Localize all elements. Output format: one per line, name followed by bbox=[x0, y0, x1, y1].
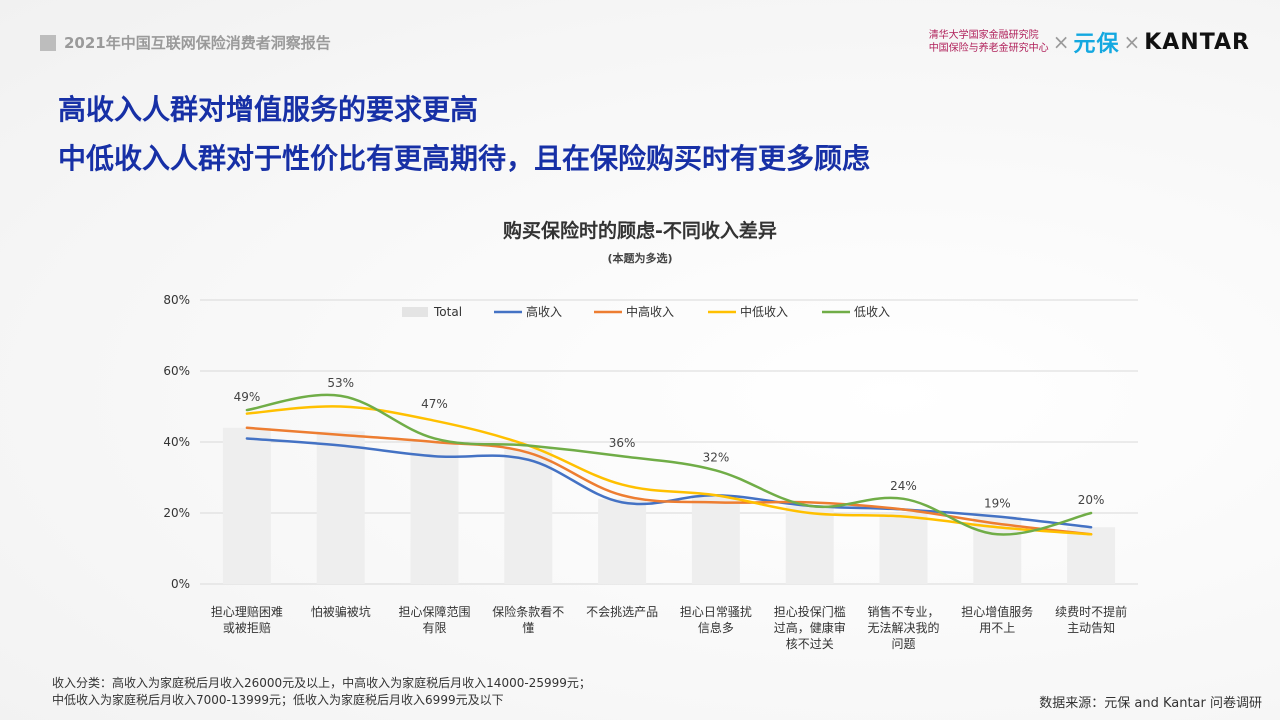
legend-swatch-total bbox=[402, 307, 428, 317]
legend-label: 高收入 bbox=[526, 304, 562, 319]
partner-logos: 清华大学国家金融研究院 中国保险与养老金研究中心 × 元保 × KANTAR bbox=[929, 26, 1250, 58]
footnote: 收入分类：高收入为家庭税后月收入26000元及以上，中高收入为家庭税后月收入14… bbox=[52, 675, 591, 709]
x-tick-label-line: 或被拒赔 bbox=[223, 620, 271, 635]
footnote-line2: 中低收入为家庭税后月收入7000-13999元；低收入为家庭税后月收入6999元… bbox=[52, 693, 504, 707]
x-tick-label-line: 担心增值服务 bbox=[961, 604, 1033, 619]
data-label: 32% bbox=[703, 450, 730, 464]
y-tick-label: 40% bbox=[163, 435, 190, 449]
x-tick-label-line: 怕被骗被坑 bbox=[311, 604, 371, 619]
data-label: 36% bbox=[609, 436, 636, 450]
x-tick-label-line: 担心日常骚扰 bbox=[680, 605, 752, 619]
total-bar bbox=[691, 495, 740, 584]
total-bar bbox=[316, 431, 365, 584]
x-tick-label-line: 主动告知 bbox=[1067, 621, 1115, 635]
total-bar bbox=[879, 513, 928, 584]
total-bar bbox=[1067, 527, 1116, 584]
x-tick-label-line: 担心保障范围 bbox=[398, 604, 470, 619]
yuanbao-logo: 元保 bbox=[1073, 32, 1120, 57]
data-label: 24% bbox=[890, 479, 917, 493]
data-source: 数据来源：元保 and Kantar 问卷调研 bbox=[1039, 696, 1262, 711]
total-bar bbox=[785, 505, 834, 584]
report-header: 2021年中国互联网保险消费者洞察报告 bbox=[40, 32, 331, 53]
legend-label: 中低收入 bbox=[740, 304, 788, 319]
x-tick-label-line: 无法解决我的 bbox=[867, 620, 939, 635]
series-line-1 bbox=[245, 426, 1093, 536]
x-tick-label-line: 有限 bbox=[422, 621, 446, 635]
y-tick-label: 60% bbox=[163, 364, 190, 378]
y-tick-label: 0% bbox=[171, 577, 190, 591]
x-tick-label: 续费时不提前主动告知 bbox=[1055, 604, 1127, 635]
footnote-line1: 收入分类：高收入为家庭税后月收入26000元及以上，中高收入为家庭税后月收入14… bbox=[52, 676, 591, 690]
institute-line2: 中国保险与养老金研究中心 bbox=[928, 43, 1049, 54]
x-tick-label-line: 续费时不提前 bbox=[1055, 604, 1127, 619]
x-tick-label-line: 信息多 bbox=[698, 620, 734, 635]
data-label: 49% bbox=[234, 390, 261, 404]
institute-logo: 清华大学国家金融研究院 中国保险与养老金研究中心 bbox=[929, 29, 1049, 55]
x-tick-label: 担心日常骚扰信息多 bbox=[680, 605, 752, 635]
x-tick-label-line: 用不上 bbox=[979, 621, 1015, 635]
data-label: 53% bbox=[327, 376, 354, 390]
x-tick-label-line: 核不过关 bbox=[786, 637, 834, 651]
kantar-logo: KANTAR bbox=[1144, 29, 1250, 55]
x-tick-label-line: 不会挑选产品 bbox=[586, 605, 658, 619]
report-title: 2021年中国互联网保险消费者洞察报告 bbox=[64, 34, 331, 52]
data-label: 19% bbox=[984, 497, 1011, 511]
chart-subtitle: (本题为多选) bbox=[607, 252, 673, 265]
x-tick-label-line: 过高，健康审 bbox=[774, 620, 846, 635]
legend-label: 中高收入 bbox=[626, 304, 674, 319]
y-tick-label: 20% bbox=[163, 506, 190, 520]
data-label: 47% bbox=[421, 397, 448, 411]
x-tick-label: 担心理赔困难或被拒赔 bbox=[211, 604, 283, 635]
x-tick-label: 担心保障范围有限 bbox=[398, 604, 470, 635]
x-tick-label-line: 销售不专业， bbox=[867, 604, 939, 619]
total-bar bbox=[598, 498, 647, 584]
x-tick-label-line: 问题 bbox=[891, 637, 915, 651]
times-separator-2: × bbox=[1123, 30, 1141, 54]
x-tick-label: 怕被骗被坑 bbox=[311, 604, 371, 619]
legend-label: 低收入 bbox=[854, 305, 890, 319]
headline-line1: 高收入人群对增值服务的要求更高 bbox=[58, 93, 479, 126]
x-tick-label-line: 保险条款看不 bbox=[492, 604, 564, 619]
total-bar bbox=[222, 427, 271, 584]
headline-line2: 中低收入人群对于性价比有更高期待，且在保险购买时有更多顾虑 bbox=[58, 142, 871, 175]
legend-label: Total bbox=[433, 305, 462, 319]
total-bar bbox=[504, 449, 553, 584]
x-tick-label-line: 担心投保门槛 bbox=[774, 604, 846, 619]
chart-title: 购买保险时的顾虑-不同收入差异 bbox=[503, 220, 777, 242]
y-tick-label: 80% bbox=[163, 293, 190, 307]
series-line-0 bbox=[245, 437, 1093, 529]
x-tick-label-line: 懂 bbox=[522, 621, 534, 635]
total-bar bbox=[410, 442, 459, 584]
data-label: 20% bbox=[1078, 493, 1105, 507]
x-tick-label: 保险条款看不懂 bbox=[492, 604, 564, 635]
series-line-2 bbox=[245, 405, 1093, 536]
x-tick-label: 担心增值服务用不上 bbox=[961, 604, 1033, 635]
times-separator: × bbox=[1052, 30, 1070, 54]
x-tick-label: 不会挑选产品 bbox=[586, 605, 658, 619]
x-tick-label: 担心投保门槛过高，健康审核不过关 bbox=[774, 604, 846, 651]
series-line-3 bbox=[245, 393, 1093, 536]
x-tick-label: 销售不专业，无法解决我的问题 bbox=[867, 604, 939, 651]
institute-line1: 清华大学国家金融研究院 bbox=[928, 30, 1039, 41]
x-tick-label-line: 担心理赔困难 bbox=[211, 604, 283, 619]
header-square-icon bbox=[40, 34, 56, 51]
